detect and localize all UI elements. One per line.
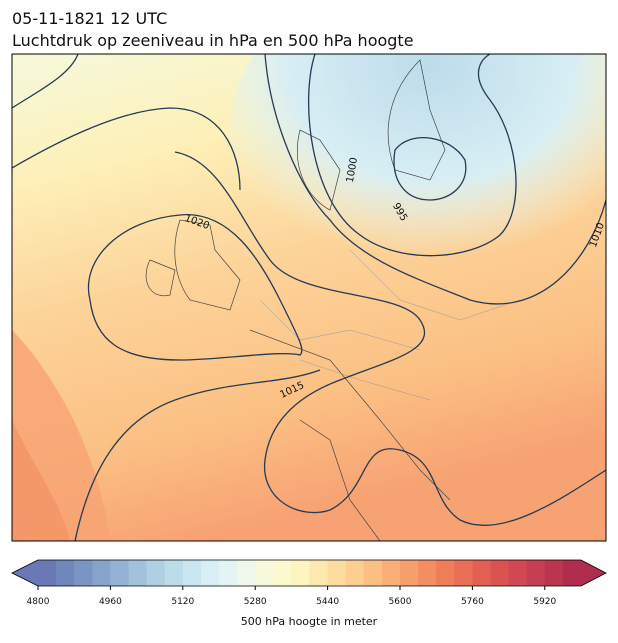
colorbar-tick-label: 5600 xyxy=(389,597,412,607)
map xyxy=(12,54,606,541)
contour-label: 1000 xyxy=(345,157,360,184)
colorbar-segment xyxy=(309,560,329,586)
colorbar-segment xyxy=(237,560,256,586)
colorbar-segment xyxy=(291,560,310,586)
colorbar-outline xyxy=(11,559,607,587)
cold-area xyxy=(230,54,606,290)
isobar xyxy=(264,54,606,305)
colorbar-tick-label: 5760 xyxy=(461,597,484,607)
colorbar-tick-label: 5440 xyxy=(316,597,339,607)
colorbar-segment xyxy=(56,560,75,586)
title: 05-11-1821 12 UTC xyxy=(12,9,167,28)
colorbar-segment xyxy=(164,560,184,586)
colorbar-tick-label: 4960 xyxy=(99,597,122,607)
colorbar-segment xyxy=(508,560,528,586)
colorbar-segment xyxy=(363,560,383,586)
colorbar-segment xyxy=(128,560,148,586)
isobar xyxy=(393,137,467,201)
colorbar-label: 500 hPa hoogte in meter xyxy=(241,615,378,628)
colorbar-segment xyxy=(255,560,274,586)
isobar xyxy=(87,214,303,361)
colorbar: 4800 4960 5120 5280 5440 5600 5760 5920 500 hPa … xyxy=(11,559,607,628)
warm-area xyxy=(12,420,70,541)
colorbar-segment xyxy=(472,560,491,586)
colorbar-segment xyxy=(381,560,401,586)
borders xyxy=(259,249,521,401)
colorbar-tick-label: 5920 xyxy=(533,597,556,607)
colorbar-tick-label: 4800 xyxy=(27,597,50,607)
colorbar-segment xyxy=(200,560,220,586)
isobar xyxy=(174,151,606,526)
colorbar-segment xyxy=(400,560,419,586)
colorbar-segment xyxy=(110,560,129,586)
subtitle: Luchtdruk op zeeniveau in hPa en 500 hPa… xyxy=(12,31,414,50)
colorbar-segment xyxy=(219,560,238,586)
colorbar-segment xyxy=(74,560,93,586)
colorbar-segment xyxy=(38,560,57,586)
colorbar-segment xyxy=(436,560,455,586)
colorbar-segment xyxy=(327,560,347,586)
colorbar-segment xyxy=(182,560,202,586)
colorbar-segment xyxy=(526,560,546,586)
isobar xyxy=(12,54,79,109)
colorbar-segment xyxy=(273,560,292,586)
colorbar-segment xyxy=(490,560,510,586)
colorbar-segment xyxy=(544,560,564,586)
colorbar-segment xyxy=(345,560,365,586)
colorbar-extend-high xyxy=(581,560,606,586)
isobar xyxy=(12,107,241,191)
colorbar-extend-low xyxy=(12,560,38,586)
colorbar-segment xyxy=(454,560,473,586)
colorbar-segment xyxy=(92,560,111,586)
colorbar-segment xyxy=(418,560,437,586)
isobar xyxy=(307,54,517,257)
colorbar-segment xyxy=(146,560,166,586)
isobar xyxy=(74,369,321,541)
colorbar-tick-label: 5120 xyxy=(171,597,194,607)
colorbar-tick-label: 5280 xyxy=(244,597,267,607)
coastline xyxy=(145,59,451,541)
colorbar-segment xyxy=(562,560,582,586)
map-frame xyxy=(11,53,607,542)
